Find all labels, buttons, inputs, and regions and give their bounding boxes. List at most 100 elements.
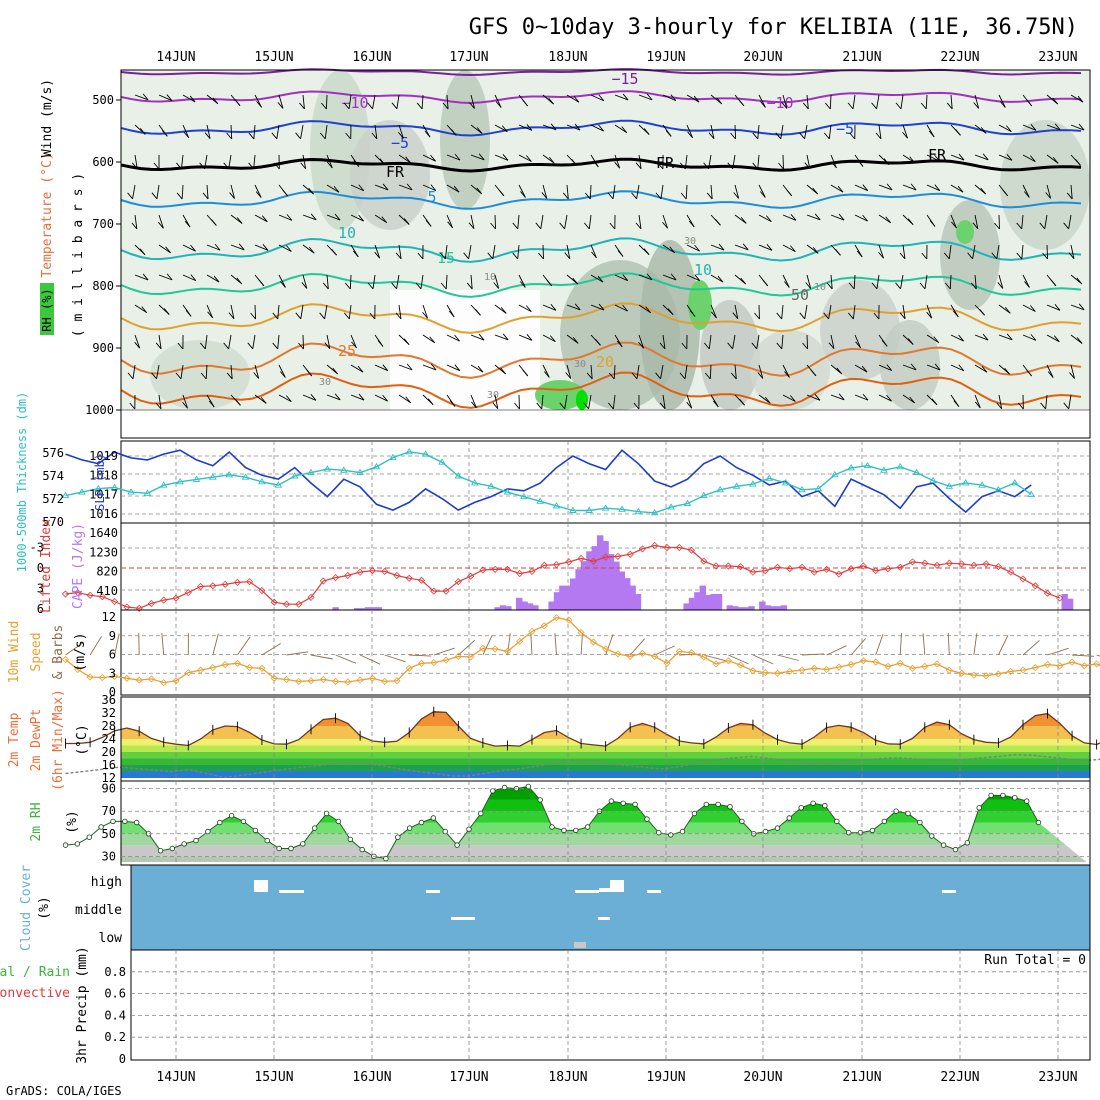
wind-barb [518, 334, 533, 341]
wind-barb [590, 304, 605, 311]
rh-band [121, 822, 1090, 834]
lifted-index-marker [135, 604, 143, 612]
rh-marker [1035, 819, 1042, 826]
wind10-barb [703, 654, 726, 662]
wind-barb [470, 124, 483, 134]
temp-band [121, 765, 1090, 772]
thickness-marker [241, 473, 250, 480]
day-label-bottom: 17JUN [449, 1070, 488, 1085]
wind-barb [134, 274, 149, 281]
thickness-marker [143, 489, 152, 496]
y-tick-label: 32 [102, 706, 116, 720]
wind-barb [734, 124, 737, 140]
wind10-barb [161, 633, 165, 656]
wind-barb-flag [997, 282, 1004, 289]
y-tick-label: 6 [37, 602, 44, 616]
thickness-marker [814, 484, 823, 492]
wind-barb [685, 184, 688, 200]
wind-barb-flag [1078, 123, 1085, 131]
lifted-index-marker [454, 578, 462, 586]
wind-barb-flag [153, 162, 160, 170]
wind10-speed-marker [233, 659, 241, 667]
cape-bar [516, 597, 523, 610]
wind-barb-flag [272, 342, 279, 350]
wind-barb [398, 244, 402, 259]
wind-barb [614, 124, 627, 134]
rh-marker [573, 827, 579, 834]
wind10-barb [261, 643, 281, 656]
wind-barb [518, 184, 526, 198]
wind-barb [590, 274, 604, 283]
rh-marker [169, 845, 175, 852]
day-label-bottom: 21JUN [842, 1070, 881, 1085]
cape-bar [775, 606, 782, 610]
wind-barb-flag [836, 367, 843, 375]
wind-barb-flag [909, 156, 916, 164]
wind-barb [758, 364, 764, 379]
cape-bar [607, 554, 615, 610]
wind-barb-flag [980, 127, 987, 134]
cape-bar [683, 603, 690, 610]
wind-barb [278, 364, 286, 378]
wind-barb [998, 394, 1003, 409]
wind-barb-flag [704, 372, 711, 380]
wind-barb [949, 274, 952, 290]
thickness-marker [421, 450, 430, 457]
wind-barb [758, 394, 771, 404]
wind-barb [374, 244, 381, 259]
wind-barb-flag [823, 312, 829, 320]
wind-barb-flag [200, 372, 207, 380]
wind10-speed-marker [417, 659, 426, 667]
wind-barb-flag [548, 97, 554, 105]
wind-barb [950, 334, 964, 342]
thickness-marker [389, 453, 397, 461]
wind-barb [1070, 184, 1073, 199]
cape-bar [591, 546, 598, 610]
rh-marker [703, 801, 709, 808]
wind-barb-flag [643, 128, 650, 135]
lifted-index-marker [442, 587, 450, 595]
rh-marker [525, 783, 531, 790]
wind-barb [830, 274, 833, 289]
rh-marker [335, 818, 342, 825]
wind10-speed-marker [712, 660, 720, 668]
wind-barb-flag [351, 341, 357, 349]
panel-frame [120, 440, 1091, 524]
wind-barb-flag [442, 102, 449, 110]
rh-marker [976, 805, 982, 811]
wind-barb-flag [907, 218, 914, 225]
wind-barb-flag [466, 282, 473, 290]
thickness-marker [503, 488, 512, 495]
wind-barb [1070, 124, 1085, 131]
cape-bar [726, 605, 733, 610]
wind-barb-flag [165, 246, 171, 254]
wind-barb-flag [1076, 277, 1083, 285]
wind-barb [612, 394, 616, 409]
wind-barb [758, 184, 766, 198]
wind-barb-flag [1006, 154, 1013, 161]
wind-barb-flag [358, 393, 365, 401]
day-label-bottom: 20JUN [743, 1070, 782, 1085]
wind-barb-flag [584, 192, 591, 200]
wind-barb [564, 214, 568, 229]
wind-barb-flag [598, 303, 605, 311]
rh-marker [739, 818, 745, 825]
wind-barb [806, 244, 819, 254]
wind-barb [182, 274, 197, 282]
wind-barb-flag [236, 277, 243, 285]
wind-barb-flag [395, 252, 402, 260]
wind-barb-flag [541, 192, 548, 199]
wind-barb-flag [958, 334, 964, 342]
wind-barb [302, 94, 305, 109]
cape-bar [748, 606, 755, 610]
lifted-index-marker [147, 599, 155, 608]
wind-barb [1068, 394, 1072, 409]
wind10-barb [850, 638, 866, 656]
wind-barb-flag [333, 185, 340, 193]
wind-barb-flag [583, 402, 589, 410]
wind-barb-flag [477, 365, 484, 373]
wind-barb-flag [405, 156, 411, 164]
wind10-speed-marker [430, 659, 438, 667]
lifted-index-marker [111, 597, 119, 606]
wind-barb-flag [982, 333, 989, 341]
